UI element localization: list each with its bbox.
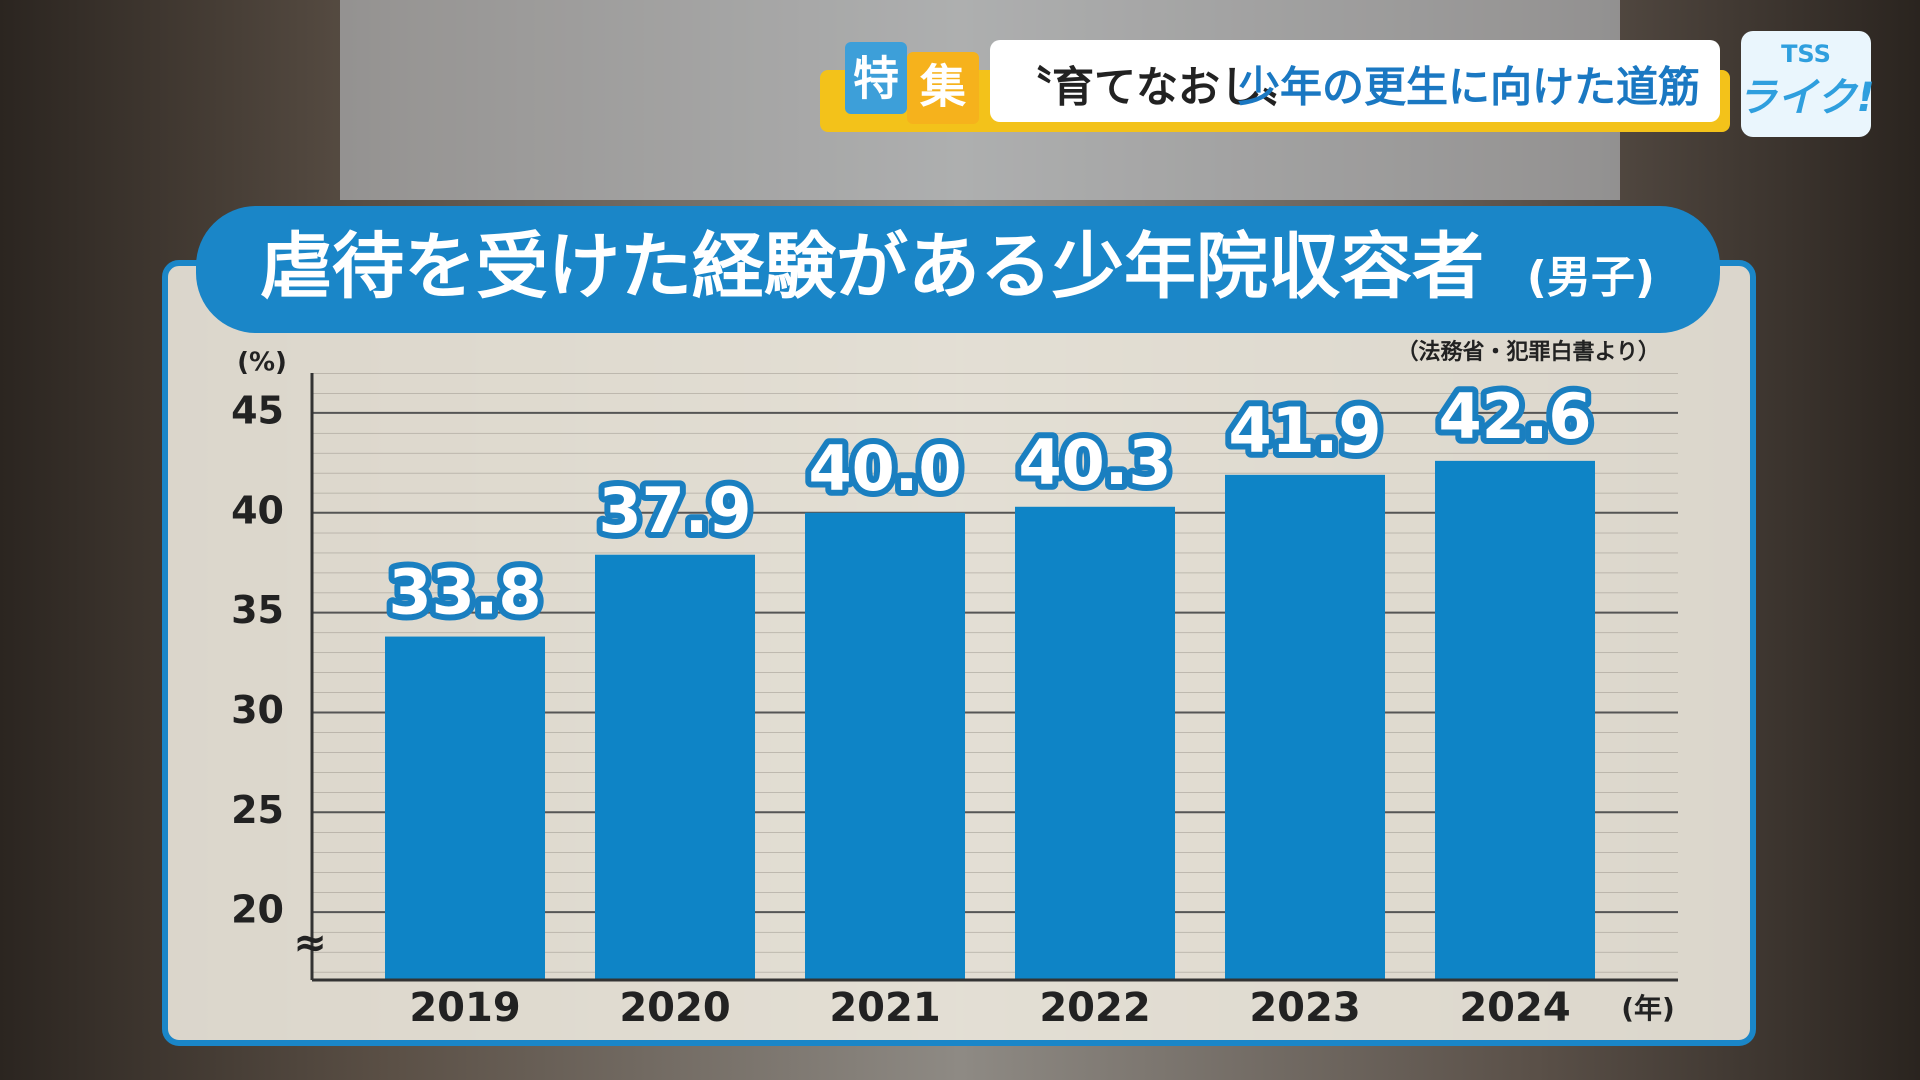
- x-unit: (年): [1621, 992, 1675, 1025]
- x-tick-label: 2024: [1459, 985, 1570, 1031]
- bar: [1015, 506, 1175, 980]
- y-tick-label: 30: [231, 688, 284, 732]
- banner-tag: 集: [919, 60, 966, 114]
- x-tick-label: 2023: [1249, 985, 1360, 1031]
- banner: 特 集 〝育てなおし〟 少年の更生に向けた道筋: [820, 40, 1730, 132]
- logo-bottom: ライク!: [1737, 75, 1874, 121]
- y-tick-label: 20: [231, 888, 284, 932]
- bar: [385, 636, 545, 980]
- banner-quote: 〝育てなおし〟: [1010, 63, 1304, 112]
- value-label: 42.6: [1439, 380, 1592, 453]
- x-tick-label: 2022: [1039, 985, 1150, 1031]
- y-tick-label: 25: [231, 788, 284, 832]
- logo: TSS ライク!: [1737, 31, 1875, 137]
- value-label: 37.9: [599, 474, 752, 547]
- value-label: 41.9: [1229, 394, 1382, 467]
- title-pill: [196, 206, 1720, 333]
- x-tick-label: 2019: [409, 985, 520, 1031]
- y-unit: (%): [237, 348, 287, 378]
- y-tick-label: 35: [231, 588, 284, 632]
- bar: [595, 554, 755, 980]
- value-label: 40.0: [809, 432, 962, 505]
- y-tick-label: 45: [231, 388, 284, 432]
- logo-top: TSS: [1781, 40, 1831, 68]
- bar: [1225, 474, 1385, 980]
- chart-title-suffix: (男子): [1527, 252, 1655, 303]
- source-note: （法務省・犯罪白書より）: [1396, 339, 1660, 365]
- banner-headline: 少年の更生に向けた道筋: [1238, 63, 1700, 112]
- y-tick-label: 40: [231, 488, 284, 532]
- x-tick-label: 2021: [829, 985, 940, 1031]
- banner-tag-box: [845, 42, 907, 114]
- plot: 20 25 30 35 40 45 2019 33.8 2020 37.9 2021 40.0 2022…: [231, 374, 1678, 1031]
- chart-title: 虐待を受けた経験がある少年院収容者: [260, 225, 1484, 309]
- banner-headline-box: [990, 40, 1720, 122]
- value-label: 40.3: [1019, 426, 1172, 499]
- bar: [1435, 460, 1595, 981]
- logo-box: [1741, 31, 1871, 137]
- banner-tag: 特: [853, 52, 899, 106]
- banner-tag-box: [907, 52, 979, 124]
- bar: [805, 512, 965, 980]
- x-tick-label: 2020: [619, 985, 730, 1031]
- value-label: 33.8: [389, 556, 542, 629]
- axis-break: ≈: [293, 920, 327, 966]
